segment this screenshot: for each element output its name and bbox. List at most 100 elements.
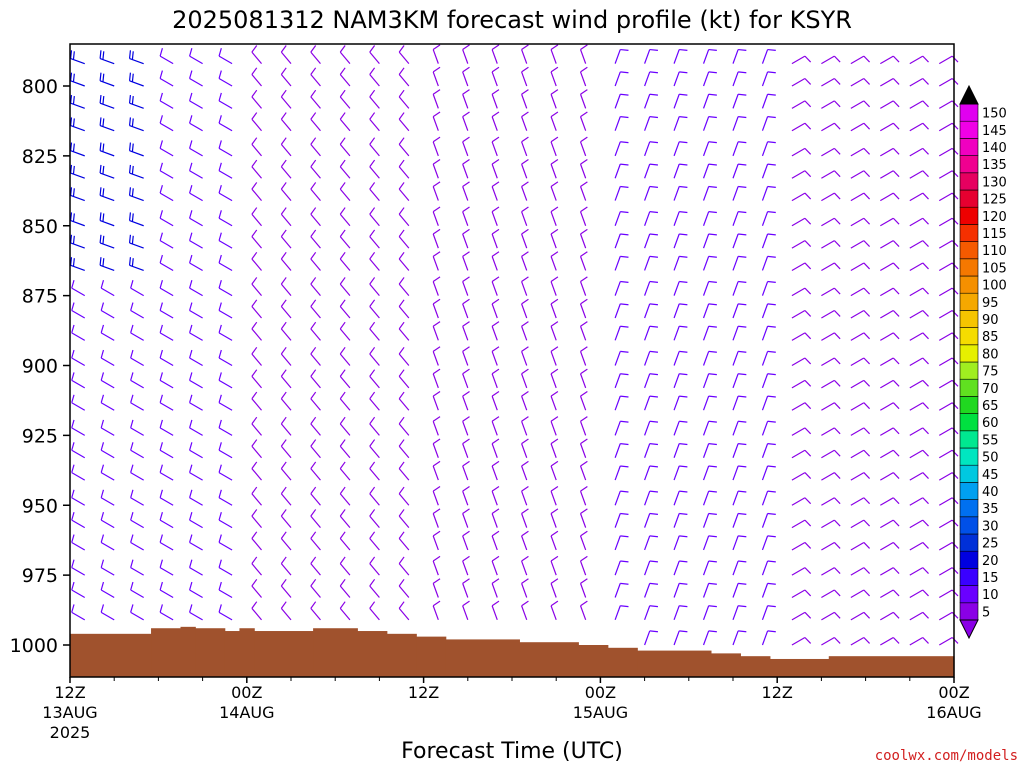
barb-staff bbox=[339, 563, 351, 576]
barb-feather bbox=[432, 508, 441, 515]
barb-staff bbox=[673, 465, 680, 481]
barb-staff bbox=[521, 163, 528, 179]
barb-staff bbox=[280, 166, 292, 179]
wind-barb bbox=[491, 298, 500, 319]
wind-barb bbox=[938, 55, 959, 65]
barb-staff bbox=[732, 490, 739, 506]
barb-feather bbox=[398, 229, 405, 237]
barb-feather bbox=[892, 55, 900, 63]
wind-barb bbox=[491, 486, 500, 506]
barb-feather bbox=[521, 508, 529, 515]
barb-feather bbox=[131, 258, 134, 267]
barb-feather bbox=[218, 280, 222, 289]
wind-barb bbox=[218, 559, 233, 576]
barb-staff bbox=[398, 493, 410, 506]
barb-feather bbox=[369, 556, 376, 564]
barb-feather bbox=[738, 582, 747, 585]
barb-staff bbox=[644, 605, 651, 621]
barb-staff bbox=[339, 468, 351, 481]
barb-staff bbox=[310, 51, 321, 65]
barb-staff bbox=[938, 402, 953, 411]
barb-feather bbox=[708, 185, 717, 188]
barb-feather bbox=[369, 182, 376, 190]
barb-feather bbox=[649, 116, 658, 119]
barb-feather bbox=[100, 604, 105, 613]
barb-feather bbox=[251, 416, 258, 425]
barb-feather bbox=[369, 67, 376, 75]
barb-staff bbox=[310, 118, 321, 132]
barb-staff bbox=[791, 192, 806, 202]
barb-staff bbox=[189, 122, 203, 132]
barb-staff bbox=[70, 150, 85, 157]
barb-feather bbox=[130, 581, 134, 591]
wind-barb bbox=[398, 137, 410, 157]
barb-staff bbox=[821, 77, 835, 87]
barb-staff bbox=[938, 332, 953, 341]
barb-feather bbox=[369, 486, 376, 495]
barb-staff bbox=[791, 287, 806, 297]
barb-feather bbox=[550, 44, 559, 51]
wind-barb bbox=[218, 302, 233, 319]
barb-staff bbox=[491, 94, 498, 109]
wind-barb bbox=[159, 92, 174, 109]
wind-barb bbox=[644, 93, 658, 109]
barb-staff bbox=[280, 328, 292, 341]
wind-barb bbox=[310, 578, 321, 598]
colorbar-label: 130 bbox=[982, 175, 1007, 190]
barb-feather bbox=[72, 73, 75, 82]
wind-barb bbox=[491, 416, 500, 436]
wind-barb bbox=[218, 372, 233, 389]
barb-staff bbox=[218, 541, 233, 551]
wind-barb bbox=[938, 379, 959, 389]
barb-staff bbox=[100, 497, 115, 506]
barb-staff bbox=[938, 519, 953, 529]
barb-staff bbox=[791, 332, 806, 341]
barb-feather bbox=[491, 368, 500, 375]
barb-staff bbox=[644, 256, 651, 271]
wind-barb bbox=[432, 578, 441, 598]
wind-barb bbox=[550, 136, 559, 157]
wind-barb bbox=[369, 45, 380, 65]
barb-staff bbox=[369, 328, 380, 341]
wind-barb bbox=[791, 287, 812, 297]
wind-barb bbox=[850, 427, 871, 436]
barb-staff bbox=[702, 94, 710, 109]
barb-feather bbox=[189, 162, 193, 171]
wind-barb bbox=[673, 185, 688, 201]
wind-barb bbox=[130, 442, 144, 459]
barb-feather bbox=[102, 213, 105, 222]
colorbar-cell bbox=[959, 241, 979, 260]
wind-barb bbox=[880, 332, 900, 341]
wind-barb bbox=[791, 541, 812, 551]
wind-barb bbox=[579, 346, 588, 366]
wind-barb bbox=[369, 486, 380, 506]
barb-feather bbox=[679, 71, 688, 74]
barb-feather bbox=[679, 280, 688, 283]
barb-staff bbox=[880, 402, 894, 411]
barb-staff bbox=[521, 281, 528, 296]
wind-barb bbox=[189, 534, 203, 551]
wind-barb bbox=[550, 460, 559, 481]
barb-feather bbox=[280, 556, 287, 564]
barb-staff bbox=[369, 398, 380, 411]
barb-feather bbox=[620, 303, 629, 306]
barb-feather bbox=[189, 464, 193, 473]
colorbar-cell bbox=[959, 464, 979, 483]
barb-staff bbox=[821, 170, 835, 179]
credit-text[interactable]: coolwx.com/models bbox=[875, 748, 1018, 764]
barb-staff bbox=[251, 118, 262, 132]
barb-staff bbox=[521, 211, 528, 226]
barb-feather bbox=[280, 137, 287, 145]
barb-staff bbox=[280, 607, 292, 621]
barb-feather bbox=[550, 206, 559, 213]
barb-staff bbox=[218, 287, 233, 297]
wind-barb bbox=[339, 112, 351, 132]
barb-staff bbox=[614, 465, 621, 481]
barb-feather bbox=[369, 369, 376, 377]
barb-staff bbox=[614, 395, 621, 411]
wind-barb bbox=[791, 147, 812, 157]
wind-barb bbox=[732, 185, 747, 201]
barb-staff bbox=[821, 519, 835, 529]
barb-staff bbox=[644, 94, 651, 109]
surface-segment bbox=[151, 628, 182, 677]
